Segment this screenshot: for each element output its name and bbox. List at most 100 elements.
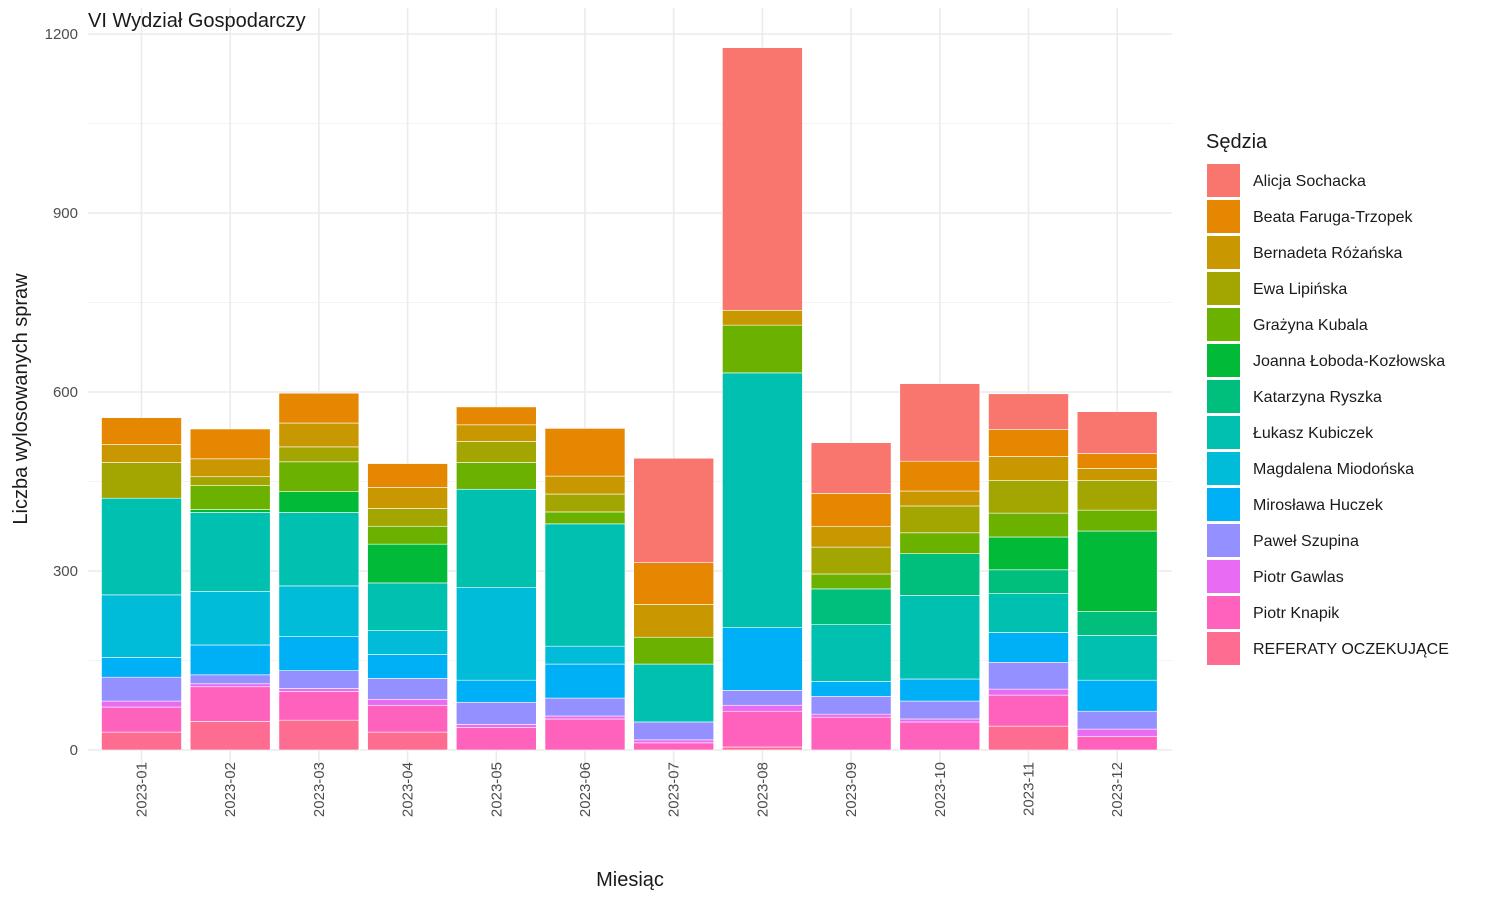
- bar-segment: [633, 562, 715, 605]
- bar-segment: [544, 428, 626, 477]
- bar-segment: [544, 511, 626, 525]
- chart-title: VI Wydział Gospodarczy: [88, 10, 306, 32]
- bar-segment: [455, 727, 537, 751]
- legend-label: Beata Faruga-Trzopek: [1253, 209, 1413, 226]
- legend-key: [1207, 488, 1240, 521]
- legend-title: Sędzia: [1206, 131, 1268, 153]
- bar-segment: [988, 393, 1069, 430]
- bar-segment: [189, 686, 271, 722]
- bar-segment: [278, 392, 360, 424]
- legend-label: Piotr Knapik: [1253, 605, 1340, 622]
- legend-key: [1207, 380, 1240, 413]
- bar-segment: [367, 508, 448, 527]
- bar-segment: [633, 604, 715, 638]
- bar-segment: [367, 704, 448, 733]
- bar-segment: [899, 595, 981, 680]
- x-tick-label: 2023-06: [577, 762, 594, 817]
- bar-segment: [278, 670, 360, 689]
- bar-segment: [189, 721, 271, 751]
- bar-segment: [101, 417, 182, 445]
- bar-segment: [722, 372, 803, 628]
- legend-key: [1207, 164, 1240, 197]
- bar-segment: [722, 690, 803, 706]
- bar-segment: [899, 460, 981, 492]
- legend-label: Bernadeta Różańska: [1253, 245, 1403, 262]
- bar-segment: [899, 721, 981, 751]
- bar-segment: [189, 512, 271, 592]
- bar-segment: [455, 679, 537, 703]
- bar-segment: [988, 456, 1069, 481]
- bar-segment: [367, 463, 448, 488]
- bar-segment: [722, 47, 803, 311]
- legend-label: Joanna Łoboda-Kozłowska: [1253, 353, 1445, 370]
- bar-segment: [544, 715, 626, 720]
- x-tick-label: 2023-11: [1021, 762, 1038, 816]
- bar-segment: [544, 697, 626, 717]
- bar-segment: [810, 716, 892, 751]
- bar-segment: [1076, 468, 1158, 481]
- bar-segment: [101, 594, 182, 658]
- bar-segment: [455, 406, 537, 426]
- bar-segment: [1076, 735, 1158, 751]
- bar-segment: [278, 422, 360, 448]
- bar-segment: [899, 678, 981, 702]
- bar-segment: [189, 485, 271, 510]
- x-tick-label: 2023-05: [488, 762, 505, 817]
- bar-segment: [988, 512, 1069, 538]
- bar-segment: [899, 700, 981, 720]
- bar-segment: [455, 488, 537, 589]
- legend-label: Ewa Lipińska: [1253, 281, 1347, 298]
- bar-segment: [810, 493, 892, 527]
- legend-key: [1207, 560, 1240, 593]
- bar-segment: [278, 691, 360, 721]
- bar-segment: [810, 442, 892, 494]
- bar-segment: [988, 593, 1069, 633]
- bar-segment: [101, 700, 182, 708]
- legend-label: Grażyna Kubala: [1253, 317, 1368, 334]
- bar-segment: [367, 731, 448, 751]
- bar-segment: [988, 725, 1069, 751]
- bar-segment: [278, 461, 360, 492]
- bar-segment: [988, 569, 1069, 594]
- legend-label: Piotr Gawlas: [1253, 569, 1344, 586]
- bar-segment: [1076, 509, 1158, 532]
- y-axis-title: Liczba wylosowanych spraw: [10, 273, 32, 525]
- bar-segment: [367, 654, 448, 679]
- bar-segment: [810, 525, 892, 548]
- bar-segment: [189, 458, 271, 478]
- bar-segment: [455, 424, 537, 442]
- bar-segment: [278, 719, 360, 751]
- bar-segment: [810, 681, 892, 697]
- legend-label: REFERATY OCZEKUJĄCE: [1253, 641, 1449, 658]
- bar-segment: [101, 731, 182, 751]
- bar-segment: [1076, 635, 1158, 681]
- bar-segment: [455, 462, 537, 490]
- legend-label: Łukasz Kubiczek: [1253, 425, 1374, 442]
- bar-segment: [544, 645, 626, 665]
- bar-segment: [633, 739, 715, 744]
- y-tick-label: 600: [53, 384, 78, 401]
- bar-segment: [988, 480, 1069, 514]
- legend-key: [1207, 200, 1240, 233]
- x-tick-label: 2023-03: [311, 762, 328, 817]
- bar-segment: [189, 476, 271, 486]
- bar-segment: [899, 553, 981, 596]
- bar-segment: [722, 704, 803, 712]
- legend-label: Alicja Sochacka: [1253, 173, 1366, 190]
- legend-key: [1207, 416, 1240, 449]
- y-tick-label: 300: [53, 563, 78, 580]
- legend: Sędzia Alicja Sochacka Beata Faruga-Trzop…: [1206, 131, 1449, 665]
- y-axis-ticks: 0 300 600 900 1200: [45, 26, 78, 759]
- bar-segment: [1076, 679, 1158, 712]
- bar-segment: [278, 688, 360, 692]
- bar-segment: [189, 590, 271, 646]
- x-tick-label: 2023-01: [134, 762, 151, 817]
- bar-segment: [278, 512, 360, 587]
- legend-label: Katarzyna Ryszka: [1253, 389, 1382, 406]
- bar-segment: [101, 676, 182, 702]
- bar-segment: [722, 710, 803, 748]
- bar-segment: [988, 536, 1069, 571]
- legend-key: [1207, 524, 1240, 557]
- x-axis-ticks: 2023-01 2023-02 2023-03 2023-04 2023-05 2023-…: [134, 762, 1127, 817]
- bar-segment: [367, 698, 448, 706]
